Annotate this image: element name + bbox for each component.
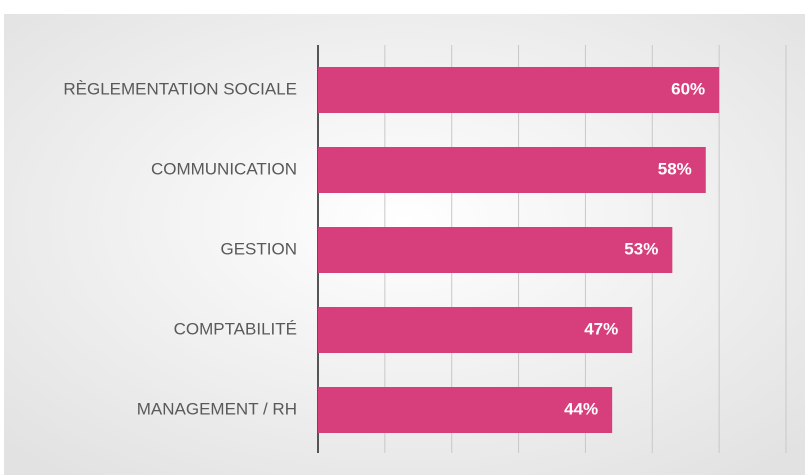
bar [318, 387, 613, 433]
data-label: 60% [671, 79, 705, 98]
y-tick-label: COMPTABILITÉ [174, 319, 297, 338]
data-label: 58% [658, 159, 692, 178]
y-tick-label: RÈGLEMENTATION SOCIALE [63, 79, 297, 98]
data-label: 44% [564, 399, 598, 418]
y-tick-label: GESTION [220, 239, 297, 258]
y-tick-label: MANAGEMENT / RH [137, 399, 297, 418]
bar [318, 67, 720, 113]
bar [318, 147, 706, 193]
bar [318, 307, 633, 353]
bar [318, 227, 673, 273]
y-tick-label: COMMUNICATION [151, 159, 297, 178]
data-label: 53% [624, 239, 658, 258]
data-label: 47% [584, 319, 618, 338]
